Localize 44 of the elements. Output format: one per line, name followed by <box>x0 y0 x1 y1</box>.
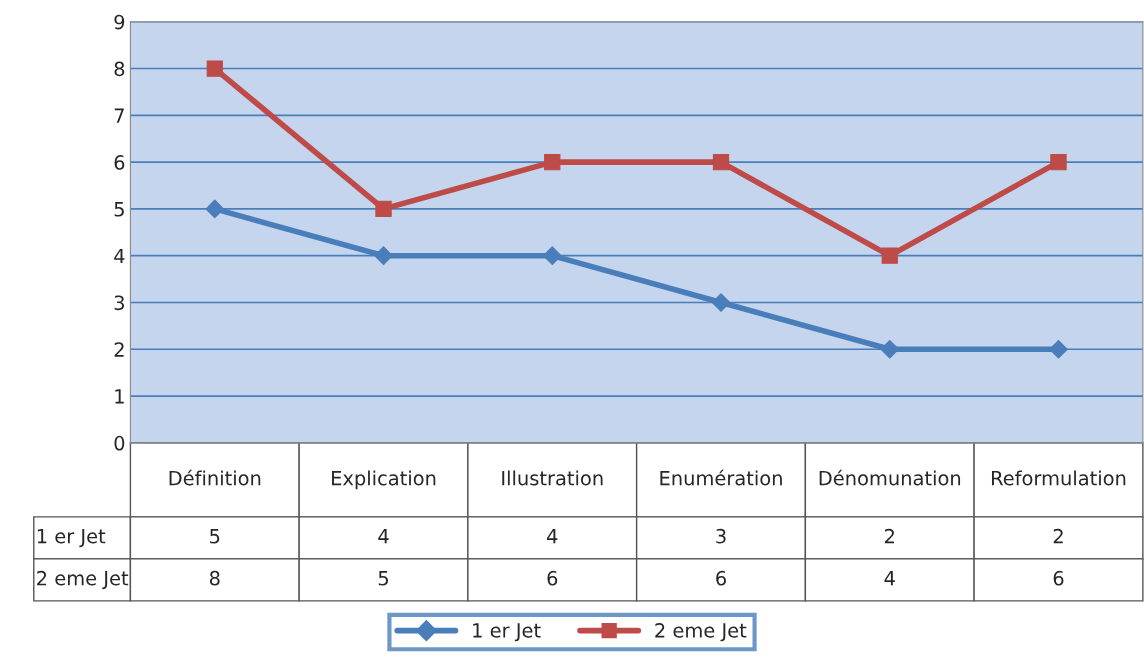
x-tick-label: Reformulation <box>991 470 1126 486</box>
data-label: 4 <box>547 529 558 544</box>
point <box>712 153 730 171</box>
point <box>206 60 223 77</box>
point <box>880 339 900 359</box>
y-tick-label: 2 <box>114 342 124 357</box>
y-tick-label: 6 <box>114 155 125 170</box>
y-tick-label: 0 <box>114 435 125 451</box>
y-tick-label: 1 <box>115 389 124 404</box>
point <box>544 153 561 171</box>
legend-label: 2 eme Jet <box>655 623 747 642</box>
point <box>374 246 393 266</box>
y-tick-label: 3 <box>114 295 124 311</box>
y-tick-label: 8 <box>114 61 125 77</box>
point <box>1049 339 1068 359</box>
x-tick-label: Dénomunation <box>819 469 961 486</box>
data-label: 4 <box>378 529 389 544</box>
data-label: 2 <box>884 528 894 544</box>
x-tick-label: Illustration <box>502 470 603 486</box>
point <box>881 247 898 264</box>
data-label: 6 <box>547 570 558 586</box>
y-tick-label: 7 <box>114 108 124 123</box>
data-label: 6 <box>716 570 726 586</box>
data-label: 5 <box>210 529 220 544</box>
x-tick-label: Définition <box>169 469 261 486</box>
text: 1 er Jet <box>37 529 106 548</box>
point <box>205 199 225 219</box>
data-label: 5 <box>378 571 389 586</box>
y-tick-label: 4 <box>114 248 125 264</box>
y-tick-label: 5 <box>114 202 124 217</box>
text: 2 eme Jet <box>37 570 129 590</box>
point <box>711 293 731 312</box>
data-label: 4 <box>884 571 895 586</box>
point <box>375 200 392 218</box>
point <box>542 246 562 266</box>
point <box>1050 153 1067 171</box>
y-tick-label: 9 <box>114 14 125 30</box>
legend-label: 1 er Jet <box>473 623 541 642</box>
x-tick-label: Explication <box>332 470 436 490</box>
data-label: 8 <box>209 570 220 586</box>
data-label: 2 <box>1053 528 1063 544</box>
x-tick-label: Enumération <box>660 469 782 486</box>
data-label: 3 <box>716 528 726 544</box>
data-label: 6 <box>1053 570 1064 586</box>
